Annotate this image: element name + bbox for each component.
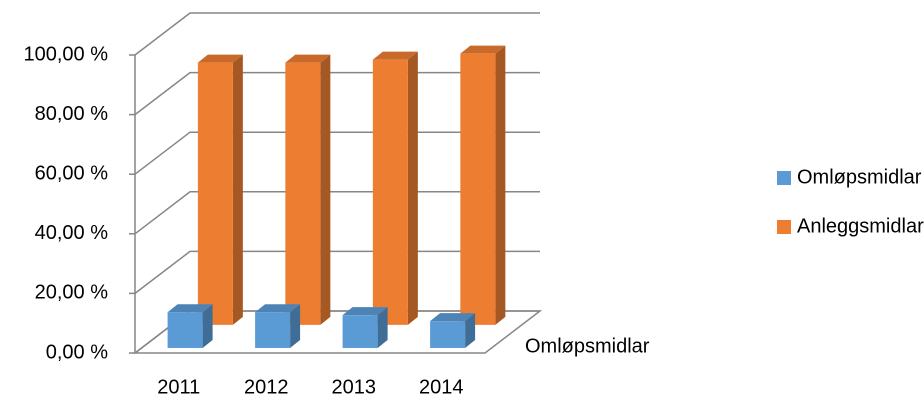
bar-top <box>372 51 418 60</box>
legend-swatch <box>777 171 791 185</box>
x-tick-label: 2012 <box>244 376 289 398</box>
grid-line <box>134 250 540 294</box>
legend-label: Anleggsmidlar <box>797 215 924 237</box>
bar <box>167 312 203 348</box>
y-tick-label: 60,00 % <box>35 162 109 184</box>
bar-side <box>495 45 506 325</box>
y-tick-label: 80,00 % <box>35 103 109 125</box>
grid-line <box>134 191 540 235</box>
bar-top <box>255 304 301 313</box>
grid-line <box>134 71 540 116</box>
x-tick-label: 2011 <box>157 376 200 398</box>
grid-line <box>134 12 540 56</box>
bar <box>197 62 233 325</box>
bar-side <box>290 304 301 348</box>
bar-side <box>202 304 213 348</box>
bar <box>255 312 291 348</box>
bar <box>460 53 496 325</box>
bar <box>430 321 466 348</box>
bar-top <box>460 45 506 54</box>
bar <box>285 62 321 325</box>
y-tick-label: 20,00 % <box>35 282 109 304</box>
bar-top <box>197 54 243 63</box>
y-tick-label: 40,00 % <box>35 222 109 244</box>
bar <box>342 315 378 348</box>
bar-top <box>167 304 213 313</box>
bars <box>167 45 506 348</box>
legend-swatch <box>777 220 791 234</box>
bar-side <box>320 54 331 325</box>
bar-top <box>342 307 388 316</box>
grid-line <box>134 131 540 175</box>
bar-top <box>285 54 331 63</box>
legend-label: Omløpsmidlar <box>797 166 922 188</box>
bar-side <box>407 51 418 325</box>
labels: 0,00 % 20,00 % 40,00 % 60,00 % 80,00 % 100,00… <box>23 43 924 398</box>
bar-side <box>377 307 388 348</box>
bar <box>372 59 408 325</box>
x-tick-label: 2014 <box>419 376 464 398</box>
y-tick-label: 0,00 % <box>46 341 108 363</box>
bar-side <box>232 54 243 325</box>
depth-label: Omløpsmidlar <box>525 335 650 357</box>
bar-side <box>465 313 476 348</box>
bar-top <box>430 313 476 322</box>
x-tick-label: 2013 <box>332 376 377 398</box>
y-tick-label: 100,00 % <box>23 43 108 65</box>
